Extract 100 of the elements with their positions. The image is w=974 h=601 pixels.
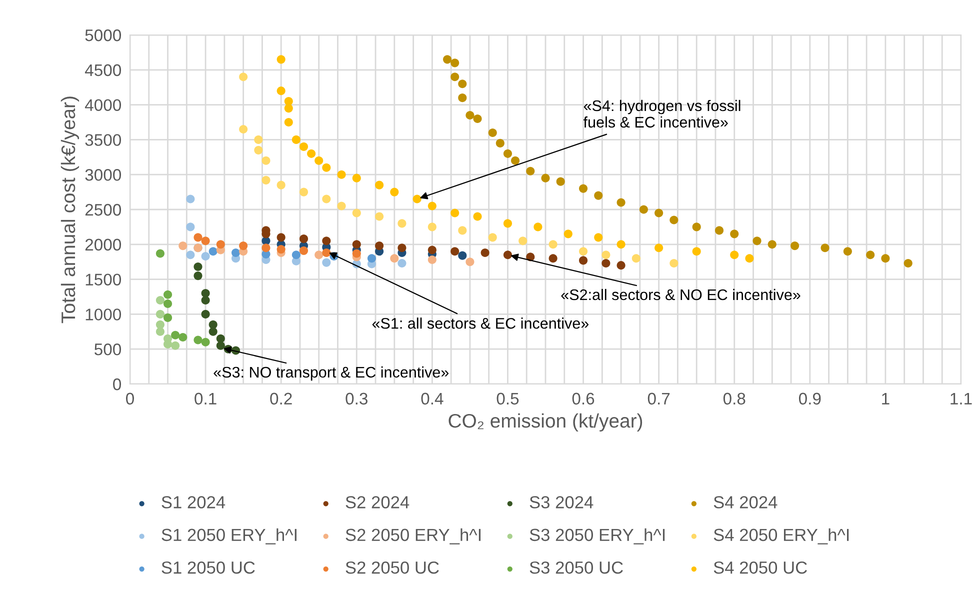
point (503, 250, 512, 260)
point (730, 230, 739, 238)
point (194, 336, 202, 344)
point (299, 142, 308, 151)
point (186, 194, 195, 204)
point (594, 233, 603, 242)
x-tick-label: 0.4 (421, 392, 444, 405)
legend-label: S1 2050 UC (162, 561, 255, 574)
point (488, 233, 497, 242)
point (412, 194, 422, 204)
point (276, 180, 286, 190)
point (254, 146, 263, 154)
point (337, 202, 346, 210)
legend-label: S4 2024 (714, 496, 778, 508)
point (284, 104, 293, 113)
point (299, 234, 308, 244)
point (670, 216, 678, 224)
point (616, 198, 626, 207)
y-tick-label: 5000 (85, 29, 122, 42)
legend-label: S2 2050 ERY_h^I (346, 528, 481, 544)
point (163, 290, 172, 299)
point (534, 222, 542, 232)
y-tick-label: 1000 (86, 308, 122, 320)
point (616, 261, 626, 270)
legend-label: S4 2050 UC (714, 561, 807, 574)
x-tick-label: 0.3 (346, 392, 368, 405)
point (480, 248, 490, 258)
point (156, 296, 164, 305)
point (428, 246, 436, 254)
point (322, 258, 331, 267)
point (322, 163, 331, 172)
point (466, 258, 474, 266)
legend-label: S1 2050 ERY_h^I (162, 528, 296, 544)
point (262, 156, 270, 165)
point (231, 248, 240, 258)
point (292, 135, 300, 144)
legend-label: S3 2050 ERY_h^I (530, 528, 665, 544)
point (526, 166, 535, 176)
point (578, 184, 588, 193)
point (578, 247, 588, 256)
point (654, 208, 664, 218)
point (473, 212, 482, 221)
x-tick-label: 0.2 (270, 392, 292, 405)
point (201, 296, 210, 305)
point (450, 208, 460, 218)
point (352, 240, 361, 249)
point (428, 222, 436, 232)
point (790, 242, 800, 250)
point (375, 212, 384, 221)
x-axis-title: CO₂ emission (kt/year) (448, 413, 642, 432)
point (458, 94, 467, 102)
legend-label: S1 2024 (162, 496, 226, 508)
x-tick-label: 1 (882, 392, 890, 404)
point (262, 244, 270, 252)
x-tick-label: 0.8 (723, 392, 746, 405)
point (428, 255, 436, 264)
x-tick-label: 0 (126, 392, 134, 405)
point (208, 327, 218, 336)
x-tick-label: 0.1 (194, 392, 216, 405)
point (208, 247, 218, 256)
x-tick-label: 0.5 (496, 392, 519, 405)
legend-label: S3 2050 UC (530, 561, 623, 574)
point (578, 256, 588, 265)
point (602, 258, 610, 268)
point (314, 156, 324, 165)
point (194, 262, 202, 272)
point (548, 254, 558, 263)
point (375, 242, 384, 250)
point (428, 202, 436, 210)
y-tick-label: 0 (113, 378, 122, 390)
point (450, 72, 460, 82)
point (156, 310, 164, 318)
point (163, 299, 172, 308)
point (398, 258, 406, 268)
y-axis-title: Total annual cost (k€/year) (60, 96, 80, 324)
point (156, 249, 164, 258)
point (390, 254, 399, 263)
point (616, 240, 626, 249)
point (239, 124, 248, 134)
point (208, 320, 218, 329)
point (156, 320, 164, 329)
point (458, 251, 467, 260)
x-tick-label: 1.1 (950, 392, 972, 404)
point (178, 332, 188, 342)
point (511, 156, 520, 165)
point (171, 341, 180, 350)
point (276, 233, 286, 242)
point (201, 310, 210, 318)
point (201, 338, 210, 346)
point (352, 208, 361, 218)
point (322, 248, 331, 258)
x-tick-label: 0.9 (798, 392, 821, 405)
point (390, 188, 399, 196)
legend-label: S4 2050 ERY_h^I (714, 528, 849, 544)
point (443, 55, 452, 64)
y-tick-label: 4500 (84, 64, 122, 76)
point (564, 230, 572, 238)
point (156, 327, 164, 336)
point (639, 205, 648, 214)
point (602, 250, 610, 260)
